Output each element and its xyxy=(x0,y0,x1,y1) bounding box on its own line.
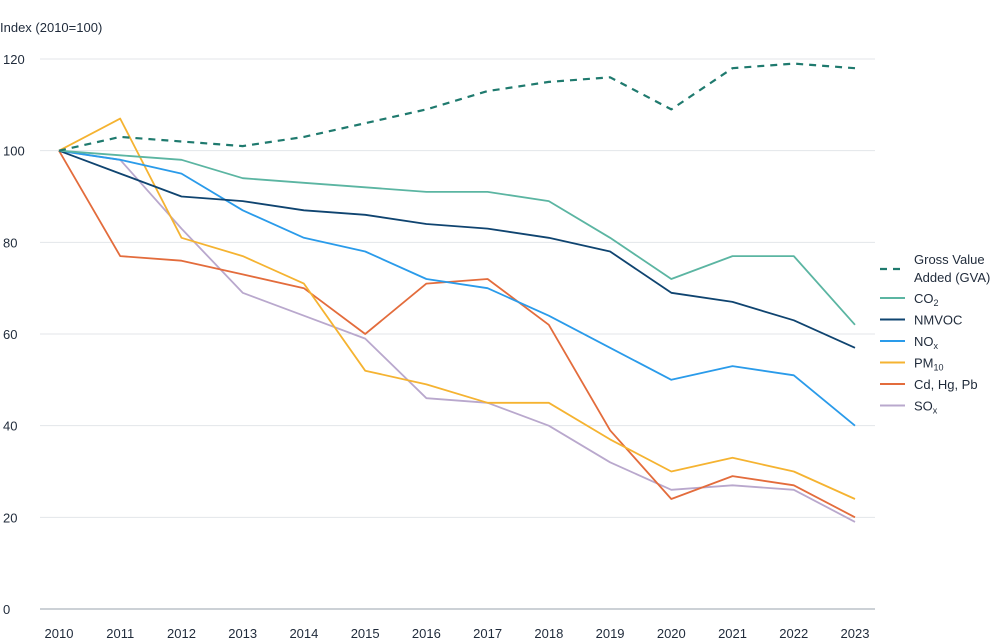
series-line xyxy=(58,149,856,349)
x-tick-label: 2012 xyxy=(167,626,196,641)
series-line xyxy=(58,150,856,519)
legend-label: SOx xyxy=(914,399,938,416)
x-tick-label: 2016 xyxy=(412,626,441,641)
x-tick-label: 2017 xyxy=(473,626,502,641)
legend-item: NMVOC xyxy=(880,313,962,328)
x-tick-label: 2021 xyxy=(718,626,747,641)
x-tick-label: 2020 xyxy=(657,626,686,641)
y-tick-label: 120 xyxy=(3,52,25,67)
legend-item: PM10 xyxy=(880,356,944,373)
y-tick-label: 60 xyxy=(3,327,17,342)
y-axis-title: Index (2010=100) xyxy=(0,20,102,35)
x-tick-label: 2023 xyxy=(841,626,870,641)
x-tick-label: 2011 xyxy=(106,626,134,641)
series-lines xyxy=(58,62,856,523)
x-tick-label: 2018 xyxy=(534,626,563,641)
legend-label: Added (GVA) xyxy=(914,270,990,285)
x-tick-label: 2022 xyxy=(779,626,808,641)
legend-label: Cd, Hg, Pb xyxy=(914,377,978,392)
series-line xyxy=(58,62,856,152)
x-axis-ticks: 2010 2011 2012 2013 2014 2015 2016 2017 2018 2019… xyxy=(45,626,870,641)
legend-label: NMVOC xyxy=(914,313,962,328)
series-line xyxy=(58,149,856,523)
series-line xyxy=(58,149,856,427)
legend-label: CO2 xyxy=(914,291,939,308)
x-tick-label: 2013 xyxy=(228,626,257,641)
gridlines xyxy=(40,58,875,610)
x-tick-label: 2010 xyxy=(45,626,74,641)
legend-item: Gross Value Added (GVA) xyxy=(880,252,990,285)
legend: Gross Value Added (GVA) CO2 NMVOC NOx PM10 Cd,… xyxy=(880,252,990,416)
x-tick-label: 2015 xyxy=(351,626,380,641)
series-line xyxy=(58,149,856,326)
y-axis-ticks: 0 20 40 60 80 100 120 xyxy=(3,52,25,617)
legend-label: Gross Value xyxy=(914,252,985,267)
series-line xyxy=(58,117,856,500)
legend-item: SOx xyxy=(880,399,938,416)
y-tick-label: 40 xyxy=(3,419,17,434)
legend-label: NOx xyxy=(914,334,939,351)
y-tick-label: 0 xyxy=(3,602,10,617)
y-tick-label: 80 xyxy=(3,235,17,250)
y-tick-label: 100 xyxy=(3,144,25,159)
y-tick-label: 20 xyxy=(3,510,17,525)
legend-item: CO2 xyxy=(880,291,939,308)
legend-label: PM10 xyxy=(914,356,944,373)
x-tick-label: 2014 xyxy=(289,626,318,641)
legend-item: Cd, Hg, Pb xyxy=(880,377,978,392)
x-tick-label: 2019 xyxy=(596,626,625,641)
legend-item: NOx xyxy=(880,334,939,351)
